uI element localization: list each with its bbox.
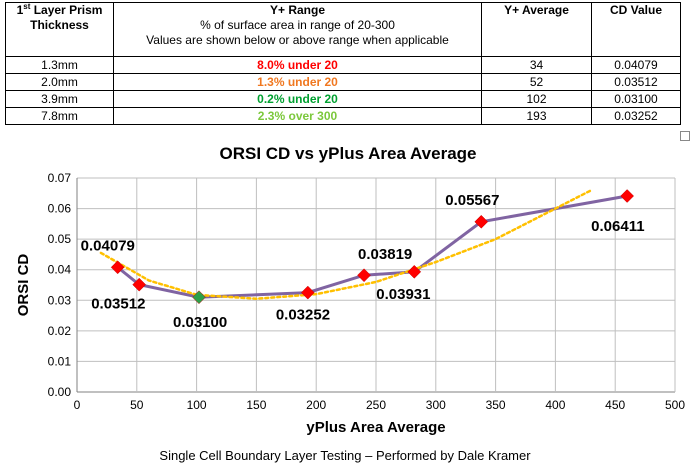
table-row: 2.0mm 1.3% under 20 52 0.03512: [5, 73, 681, 91]
table-body: 1.3mm 8.0% under 20 34 0.04079 2.0mm 1.3% und…: [5, 56, 681, 125]
header-range: Y+ Range % of surface area in range of 2…: [113, 2, 482, 57]
x-tick-label: 50: [130, 398, 144, 412]
orsi-cd-chart: ORSI CD vs yPlus Area Average 0.00 0.01 0.0…: [15, 144, 685, 436]
x-tick-label: 100: [187, 398, 207, 412]
header-average: Y+ Average: [481, 2, 592, 57]
trendline: [99, 188, 593, 301]
table-header-row: 1st Layer Prism Thickness Y+ Range % of …: [5, 2, 681, 57]
y-tick-label: 0.07: [48, 171, 72, 185]
header-thickness: 1st Layer Prism Thickness: [5, 2, 114, 57]
chart-title: ORSI CD vs yPlus Area Average: [219, 144, 476, 163]
cell-cd: 0.03100: [591, 90, 681, 108]
cell-thickness: 3.9mm: [5, 90, 114, 108]
data-point-marker: [300, 285, 315, 300]
x-tick-label: 250: [366, 398, 386, 412]
data-label: 0.04079: [81, 237, 135, 254]
data-point-marker: [620, 189, 635, 203]
cell-average: 52: [481, 73, 592, 91]
results-table: 1st Layer Prism Thickness Y+ Range % of …: [5, 2, 681, 125]
cell-range: 2.3% over 300: [113, 107, 482, 125]
y-axis-label: ORSI CD: [15, 254, 32, 317]
data-label: 0.03931: [376, 286, 430, 303]
header-thickness-line1: Layer Prism: [30, 3, 103, 17]
table-row: 7.8mm 2.3% over 300 193 0.03252: [5, 107, 681, 125]
data-label: 0.03100: [173, 314, 227, 331]
data-point-marker: [357, 268, 371, 283]
x-axis-label: yPlus Area Average: [306, 419, 445, 436]
x-tick-label: 300: [426, 398, 446, 412]
cell-average: 34: [481, 56, 592, 74]
x-tick-label: 0: [74, 398, 81, 412]
data-label: 0.06411: [591, 218, 644, 235]
data-label: 0.03819: [358, 246, 412, 263]
cell-cd: 0.03512: [591, 73, 681, 91]
cell-range: 0.2% under 20: [113, 90, 482, 108]
cell-range: 8.0% under 20: [113, 56, 482, 74]
cell-thickness: 2.0mm: [5, 73, 114, 91]
y-tick-label: 0.04: [48, 263, 72, 277]
data-label: 0.03512: [91, 296, 145, 313]
cell-cd: 0.04079: [591, 56, 681, 74]
cell-cd: 0.03252: [591, 107, 681, 125]
y-tick-label: 0.06: [48, 202, 72, 216]
header-thickness-line2: Thickness: [30, 18, 89, 32]
header-range-line3: Values are shown below or above range wh…: [146, 33, 449, 47]
x-tick-label: 500: [665, 398, 685, 412]
header-thickness-suffix: st: [23, 2, 31, 11]
y-tick-label: 0.02: [48, 324, 72, 338]
y-tick-label: 0.05: [48, 232, 72, 246]
x-tick-label: 450: [605, 398, 625, 412]
y-tick-label: 0.03: [48, 293, 72, 307]
y-tick-label: 0.00: [48, 385, 72, 399]
cell-thickness: 7.8mm: [5, 107, 114, 125]
table-row: 3.9mm 0.2% under 20 102 0.03100: [5, 90, 681, 108]
data-point-marker: [132, 277, 147, 292]
x-tick-label: 400: [545, 398, 565, 412]
cell-thickness: 1.3mm: [5, 56, 114, 74]
x-tick-label: 150: [246, 398, 266, 412]
data-label: 0.05567: [445, 192, 499, 209]
x-tick-label: 350: [486, 398, 506, 412]
x-tick-label: 200: [306, 398, 326, 412]
cell-range: 1.3% under 20: [113, 73, 482, 91]
data-point-marker: [407, 264, 422, 279]
y-tick-label: 0.01: [48, 354, 72, 368]
data-point-marker: [110, 260, 125, 275]
header-cd: CD Value: [591, 2, 681, 57]
cell-average: 102: [481, 90, 592, 108]
series-line: [116, 194, 628, 299]
header-range-line2: % of surface area in range of 20-300: [200, 18, 395, 32]
cell-average: 193: [481, 107, 592, 125]
table-row: 1.3mm 8.0% under 20 34 0.04079: [5, 56, 681, 74]
data-point-marker: [192, 290, 206, 305]
header-range-title: Y+ Range: [269, 3, 326, 17]
footer-caption: Single Cell Boundary Layer Testing – Per…: [159, 448, 531, 463]
data-point-marker: [474, 214, 489, 229]
data-label: 0.03252: [276, 307, 330, 324]
header-thickness-ordinal: 1: [16, 3, 24, 17]
